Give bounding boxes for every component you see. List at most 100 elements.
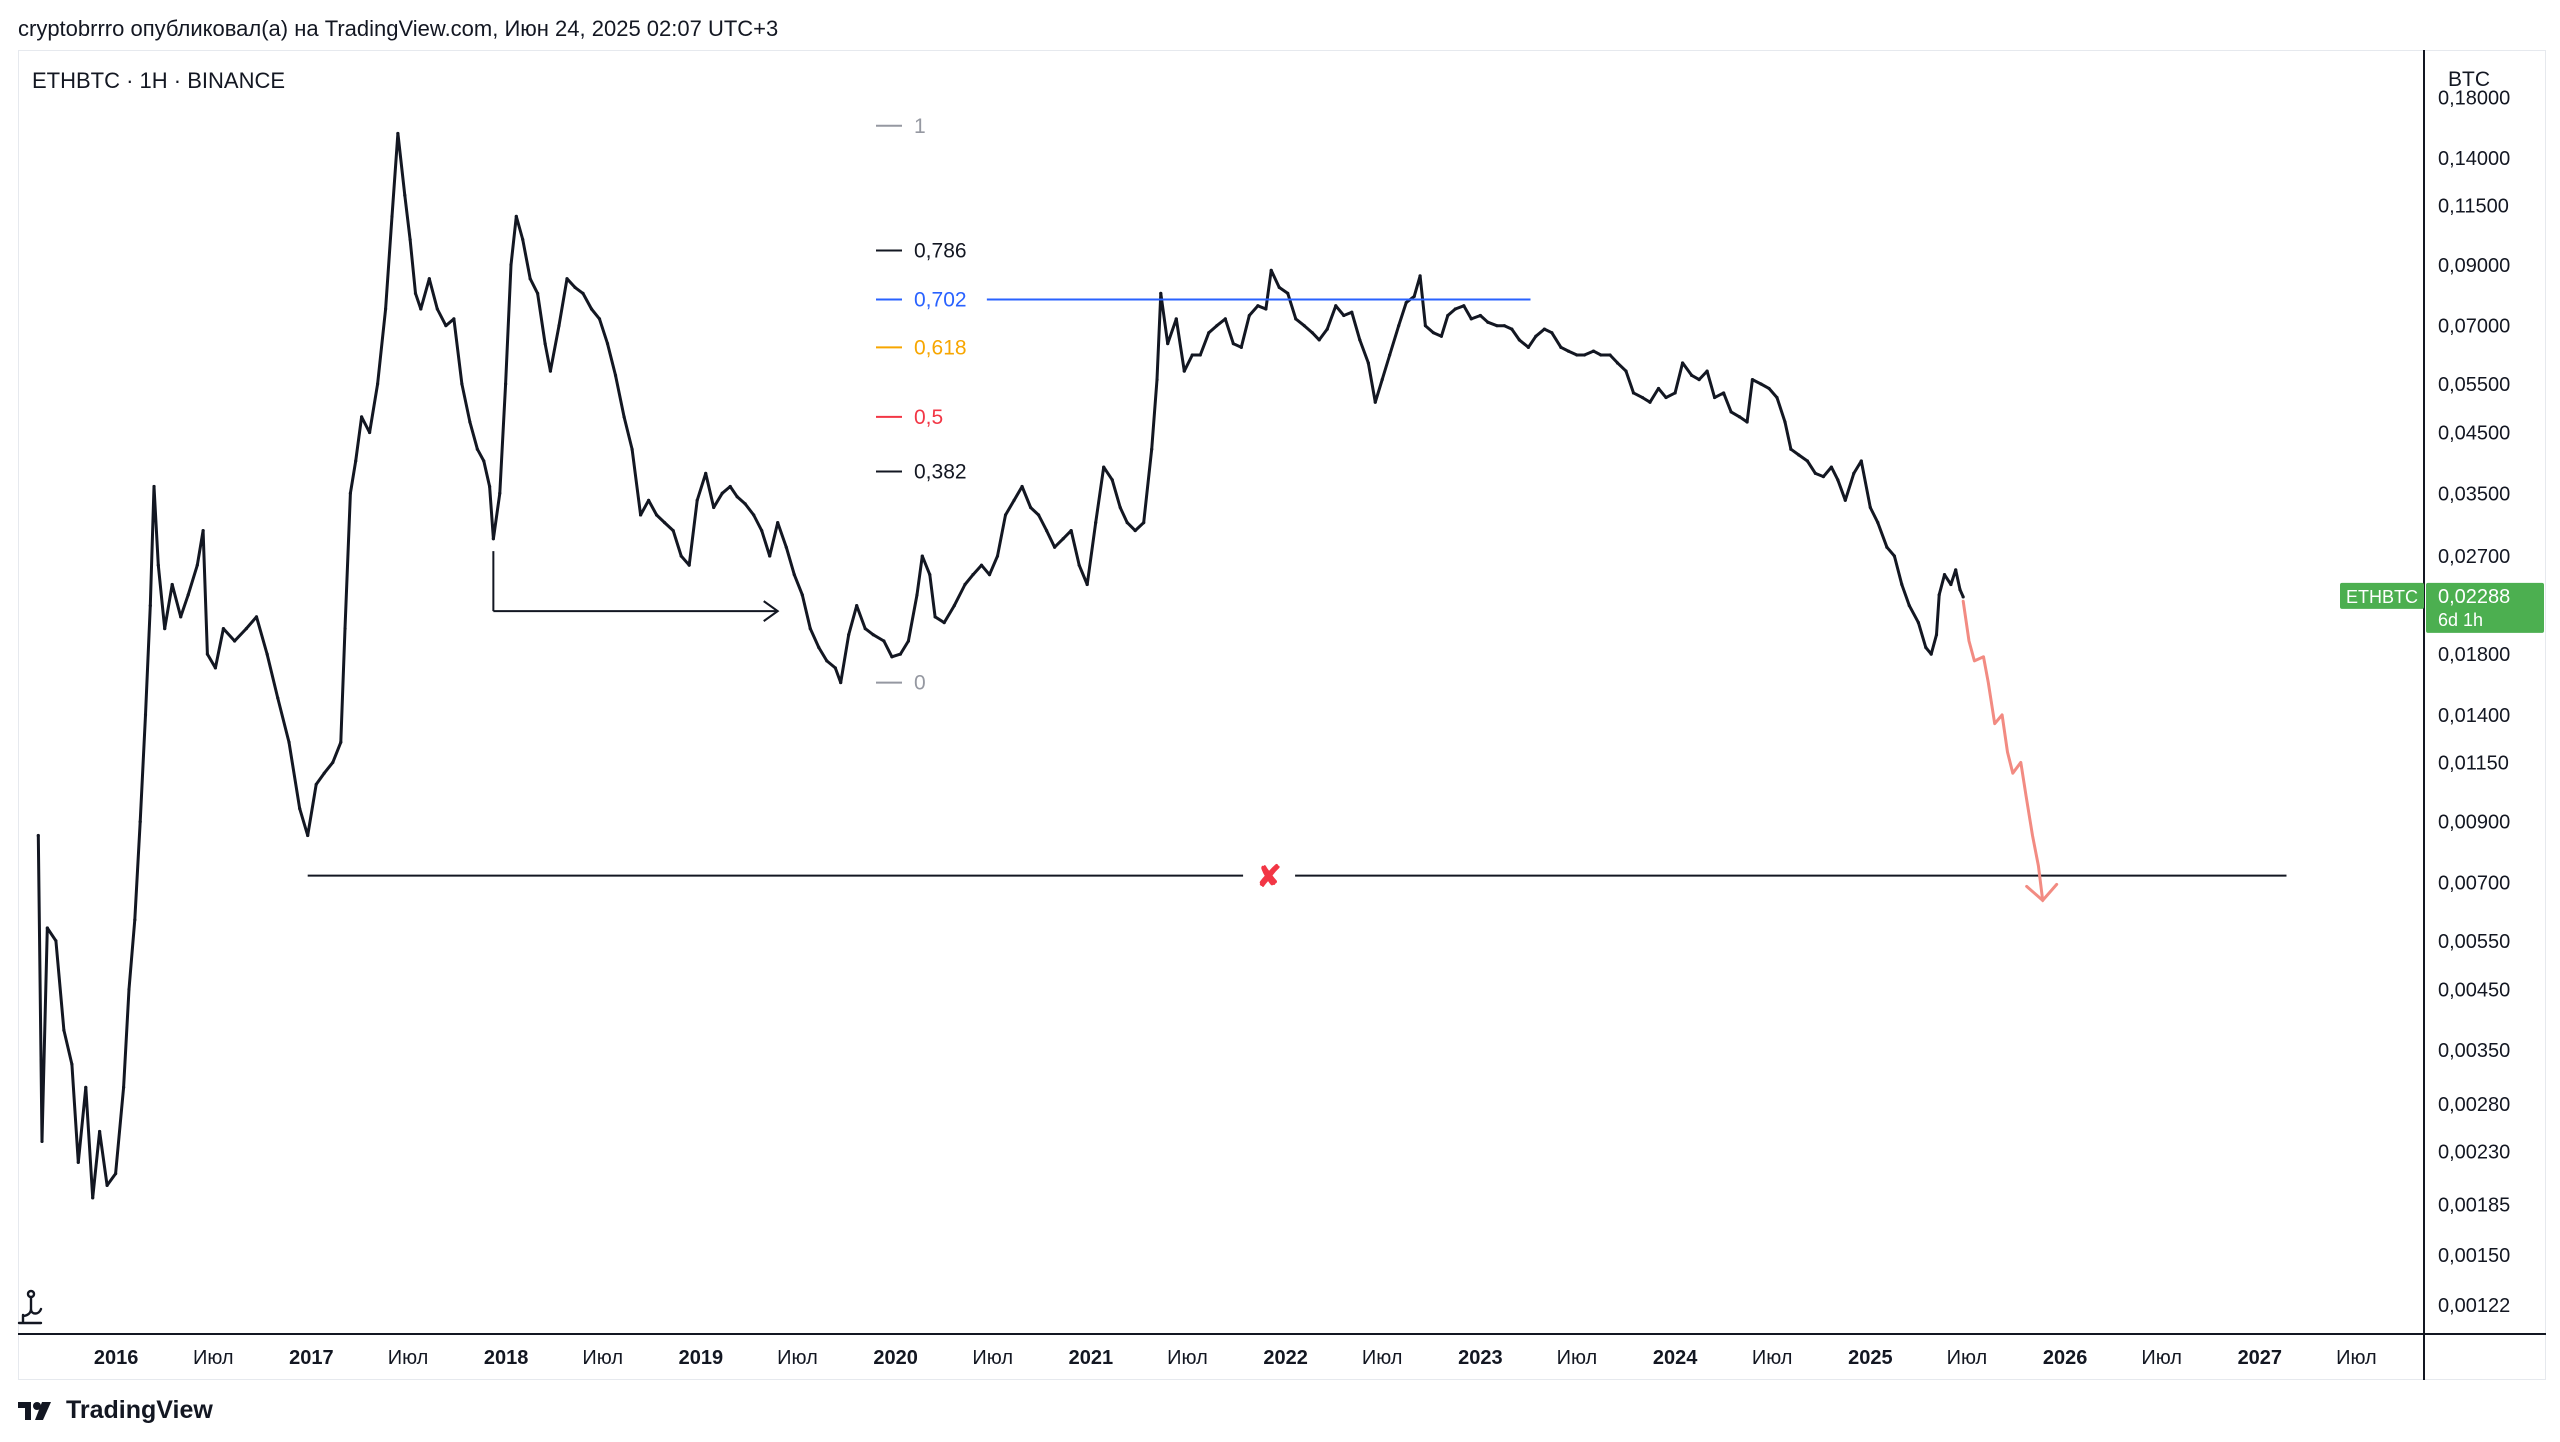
price-point xyxy=(287,740,291,744)
price-point xyxy=(156,563,160,567)
price-point xyxy=(597,317,602,321)
price-tick-label: 0,02700 xyxy=(2438,546,2510,568)
tradingview-logo[interactable]: TradingView xyxy=(18,1396,213,1425)
scale-currency[interactable]: BTC xyxy=(2448,68,2490,91)
price-point xyxy=(179,615,183,619)
price-point xyxy=(314,782,318,787)
price-point xyxy=(468,420,472,424)
price-point xyxy=(122,1085,126,1089)
price-point xyxy=(1722,391,1726,395)
price-point xyxy=(1745,420,1749,424)
time-tick-label: 2021 xyxy=(1069,1347,1114,1369)
price-point xyxy=(1453,307,1457,311)
price-point xyxy=(1958,588,1962,592)
price-point xyxy=(1388,353,1392,357)
price-point xyxy=(1159,291,1163,295)
price-point xyxy=(475,447,479,451)
price-point xyxy=(1334,304,1338,308)
price-point xyxy=(613,373,618,377)
price-tick-label: 0,00280 xyxy=(2438,1094,2510,1116)
price-point xyxy=(488,484,492,489)
price-point xyxy=(1697,378,1701,382)
price-point xyxy=(186,593,190,597)
price-point xyxy=(768,554,772,558)
fib-level-label: 0,5 xyxy=(914,406,943,429)
time-tick-label: Июл xyxy=(1947,1347,1988,1369)
price-point xyxy=(647,498,651,502)
price-point xyxy=(1215,324,1219,328)
price-point xyxy=(339,740,343,744)
price-point xyxy=(306,833,310,838)
price-point xyxy=(1775,395,1779,400)
price-point xyxy=(1805,459,1809,463)
price-point xyxy=(1829,465,1834,469)
time-tick-label: 2019 xyxy=(679,1347,724,1369)
price-point xyxy=(213,666,217,670)
price-point xyxy=(408,237,412,242)
price-point xyxy=(1759,382,1763,386)
price-point xyxy=(971,573,975,577)
price-point xyxy=(1418,274,1422,278)
price-point xyxy=(548,369,553,373)
price-point xyxy=(1517,338,1521,342)
price-point xyxy=(906,639,911,643)
price-point xyxy=(630,447,634,451)
price-point xyxy=(105,1183,109,1188)
price-point xyxy=(1859,459,1863,463)
price-point xyxy=(565,277,569,281)
price-point xyxy=(1738,415,1742,419)
price-point xyxy=(1942,573,1947,577)
price-point xyxy=(1256,304,1260,308)
price-point xyxy=(1380,378,1384,382)
price-point xyxy=(639,513,643,517)
tradingview-brand: TradingView xyxy=(66,1396,213,1424)
price-point xyxy=(127,987,131,991)
price-tick-label: 0,01150 xyxy=(2438,752,2509,774)
price-point xyxy=(1510,327,1514,331)
price-point xyxy=(70,1062,74,1066)
price-point xyxy=(491,537,495,541)
price-point xyxy=(1469,317,1473,321)
fib-level-label: 0,786 xyxy=(914,240,967,263)
price-point xyxy=(915,593,919,597)
price-point xyxy=(45,926,49,930)
price-point xyxy=(383,307,388,311)
price-tick-label: 0,01800 xyxy=(2438,644,2510,666)
price-point xyxy=(482,459,486,463)
price-point xyxy=(1094,521,1098,525)
price-point xyxy=(784,545,788,549)
price-point xyxy=(817,645,821,650)
price-point xyxy=(1534,334,1538,338)
price-point xyxy=(1342,313,1346,318)
time-tick-label: Июл xyxy=(1752,1347,1793,1369)
price-point xyxy=(76,1160,80,1164)
price-point xyxy=(1575,353,1579,357)
price-point xyxy=(1207,331,1211,335)
price-tick-label: 0,00350 xyxy=(2438,1040,2510,1062)
price-point xyxy=(1631,391,1636,395)
price-point xyxy=(1277,285,1281,290)
price-point xyxy=(435,307,439,311)
price-point xyxy=(825,659,829,663)
price-point xyxy=(1705,369,1709,373)
anchor-icon[interactable] xyxy=(14,1284,50,1330)
price-point xyxy=(1102,465,1106,469)
price-point xyxy=(1502,324,1506,328)
symbol-title[interactable]: ETHBTC · 1H · BINANCE xyxy=(32,68,286,93)
price-point xyxy=(1680,361,1685,365)
price-point xyxy=(1582,353,1586,357)
price-point xyxy=(655,513,659,517)
price-point xyxy=(1892,554,1896,558)
price-point xyxy=(1223,317,1227,321)
price-point xyxy=(36,833,40,838)
price-point xyxy=(54,939,58,943)
price-tick-label: 0,03500 xyxy=(2438,483,2510,505)
price-point xyxy=(760,528,764,533)
time-tick-label: Июл xyxy=(193,1347,234,1369)
price-point xyxy=(536,291,540,295)
price-point xyxy=(1118,505,1122,510)
price-point xyxy=(354,459,358,463)
price-point xyxy=(265,652,269,656)
price-point xyxy=(622,415,626,419)
